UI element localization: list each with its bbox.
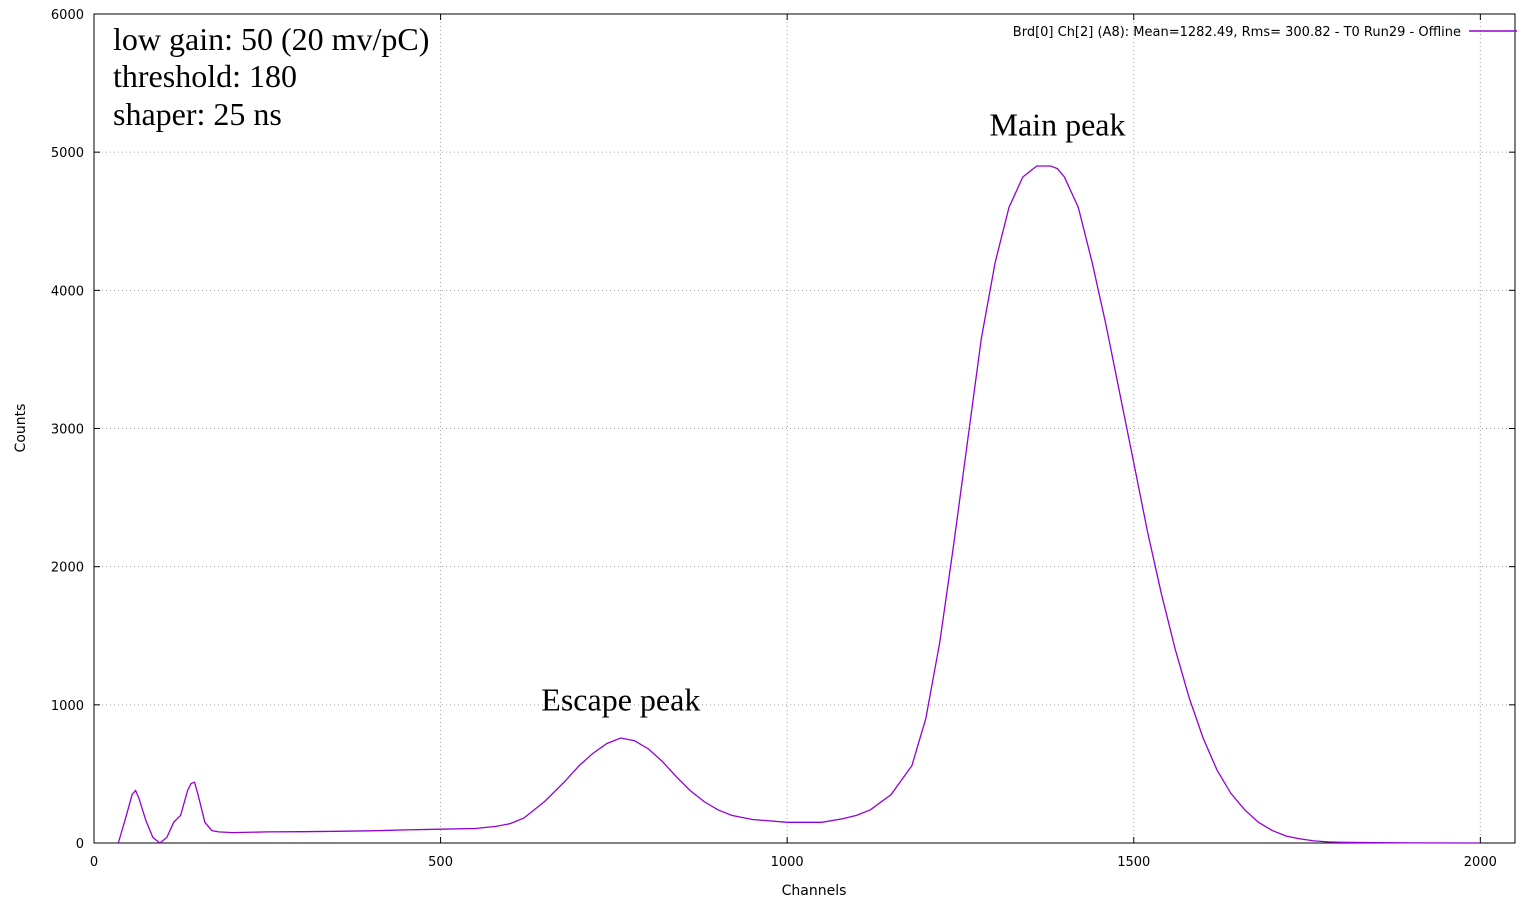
x-tick-label: 1500 bbox=[1117, 855, 1150, 870]
y-tick-label: 2000 bbox=[51, 561, 84, 576]
x-tick-label: 2000 bbox=[1464, 855, 1497, 870]
axis-ticks: 0 500 1000 1500 2000 0 1000 2000 3000 4000 5000 600… bbox=[51, 8, 1515, 870]
histogram-series-line bbox=[117, 165, 1481, 844]
y-tick-label: 4000 bbox=[51, 284, 84, 299]
x-tick-label: 1000 bbox=[771, 855, 804, 870]
annotation-escape-peak: Escape peak bbox=[541, 681, 700, 717]
annotation-shaper: shaper: 25 ns bbox=[113, 96, 282, 132]
y-tick-label: 5000 bbox=[51, 146, 84, 161]
annotation-main-peak: Main peak bbox=[990, 107, 1126, 143]
plot-frame bbox=[93, 13, 1516, 844]
annotation-threshold: threshold: 180 bbox=[113, 58, 297, 94]
y-tick-label: 6000 bbox=[51, 8, 84, 23]
y-tick-label: 0 bbox=[76, 837, 84, 852]
y-axis-label: Counts bbox=[13, 404, 29, 453]
grid-lines bbox=[94, 14, 1515, 843]
y-tick-label: 3000 bbox=[51, 423, 84, 438]
y-tick-label: 1000 bbox=[51, 699, 84, 714]
x-tick-label: 500 bbox=[428, 855, 453, 870]
x-tick-label: 0 bbox=[90, 855, 98, 870]
legend-entry-label: Brd[0] Ch[2] (A8): Mean=1282.49, Rms= 30… bbox=[1013, 25, 1461, 40]
legend: Brd[0] Ch[2] (A8): Mean=1282.49, Rms= 30… bbox=[1013, 25, 1517, 40]
x-axis-label: Channels bbox=[782, 883, 847, 899]
annotation-gain: low gain: 50 (20 mv/pC) bbox=[113, 21, 429, 57]
